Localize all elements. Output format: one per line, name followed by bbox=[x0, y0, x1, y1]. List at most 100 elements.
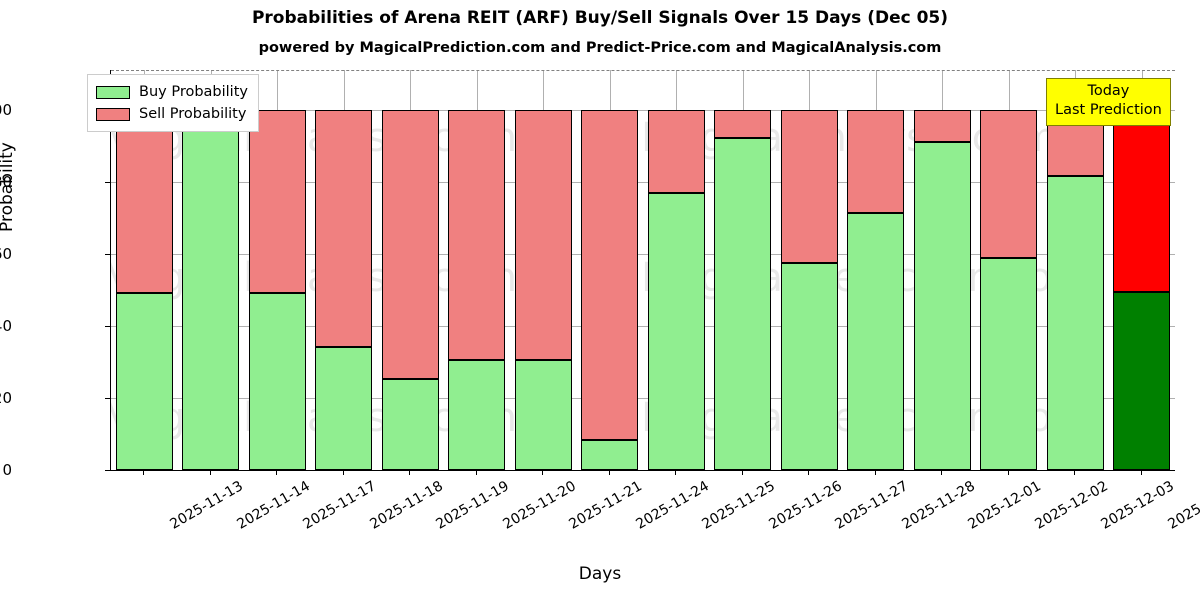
bar-segment-buy bbox=[315, 347, 372, 470]
bar-segment-sell bbox=[382, 109, 439, 380]
bar-segment-buy bbox=[249, 292, 306, 470]
x-tick-mark bbox=[143, 470, 144, 475]
bar-segment-buy bbox=[980, 258, 1037, 470]
x-tick-mark bbox=[542, 470, 543, 475]
bar-segment-buy bbox=[515, 359, 572, 470]
bar[interactable] bbox=[515, 70, 572, 470]
bar[interactable] bbox=[1047, 70, 1104, 470]
plot-area: MagicalAnalysis.comMagicalAnalysis.comMa… bbox=[110, 70, 1175, 471]
x-tick-mark bbox=[1008, 470, 1009, 475]
x-tick-mark bbox=[1074, 470, 1075, 475]
bar-segment-sell bbox=[847, 109, 904, 214]
bar-segment-sell bbox=[1113, 109, 1170, 293]
x-tick-mark bbox=[210, 470, 211, 475]
x-tick-mark bbox=[343, 470, 344, 475]
x-tick-label: 2025-12-02 bbox=[1032, 478, 1111, 533]
bar-today[interactable] bbox=[1113, 70, 1170, 470]
bar-segment-sell bbox=[249, 109, 306, 293]
page-title: Probabilities of Arena REIT (ARF) Buy/Se… bbox=[251, 8, 949, 28]
bar-segment-sell bbox=[914, 109, 971, 143]
bar-segment-sell bbox=[714, 109, 771, 139]
chart-subtitle: powered by MagicalPrediction.com and Pre… bbox=[258, 40, 942, 56]
x-tick-mark bbox=[742, 470, 743, 475]
bar-segment-sell bbox=[980, 109, 1037, 259]
bar-segment-buy bbox=[581, 439, 638, 470]
bar[interactable] bbox=[847, 70, 904, 470]
x-tick-label: 2025-11-21 bbox=[566, 478, 646, 533]
gridline-horizontal bbox=[111, 109, 1175, 111]
x-tick-label: 2025-12-01 bbox=[965, 478, 1045, 533]
bar-segment-buy bbox=[182, 109, 239, 470]
legend-swatch-buy bbox=[96, 85, 130, 99]
x-tick-label: 2025-11-18 bbox=[367, 478, 446, 533]
legend-swatch-sell bbox=[96, 107, 130, 121]
x-tick-mark bbox=[675, 470, 676, 475]
bar-segment-buy bbox=[914, 142, 971, 470]
bar-segment-buy bbox=[116, 292, 173, 470]
y-tick-mark bbox=[105, 325, 110, 327]
x-tick-label: 2025-11-14 bbox=[234, 478, 313, 533]
y-tick-label: 80 bbox=[0, 172, 12, 191]
bar-segment-sell bbox=[448, 109, 505, 360]
reference-line bbox=[111, 70, 1175, 71]
bar[interactable] bbox=[714, 70, 771, 470]
y-tick-label: 0 bbox=[2, 461, 12, 479]
bar-segment-buy bbox=[382, 379, 439, 470]
bar[interactable] bbox=[448, 70, 505, 470]
y-tick-mark bbox=[105, 253, 110, 255]
bar[interactable] bbox=[249, 70, 306, 470]
x-tick-label: 2025-11-27 bbox=[832, 478, 912, 533]
bar[interactable] bbox=[182, 70, 239, 470]
y-tick-label: 100 bbox=[0, 100, 12, 119]
x-tick-mark bbox=[1141, 470, 1142, 475]
y-tick-label: 20 bbox=[0, 388, 12, 407]
x-tick-label: 2025-11-25 bbox=[699, 478, 779, 533]
bar[interactable] bbox=[116, 70, 173, 470]
x-tick-mark bbox=[941, 470, 942, 475]
plot-inner: MagicalAnalysis.comMagicalAnalysis.comMa… bbox=[111, 70, 1175, 470]
y-tick-mark bbox=[105, 470, 110, 471]
today-annotation-line2: Last Prediction bbox=[1055, 102, 1162, 118]
x-axis-label: Days bbox=[578, 564, 622, 584]
bar-segment-sell bbox=[116, 109, 173, 293]
bar[interactable] bbox=[382, 70, 439, 470]
legend-item-sell: Sell Probability bbox=[96, 103, 248, 125]
bar-segment-sell bbox=[781, 109, 838, 264]
bar[interactable] bbox=[648, 70, 705, 470]
gridline-horizontal bbox=[111, 253, 1175, 255]
x-tick-mark bbox=[609, 470, 610, 475]
gridline-horizontal bbox=[111, 325, 1175, 327]
bar[interactable] bbox=[980, 70, 1037, 470]
bar-segment-buy bbox=[847, 213, 904, 470]
bar[interactable] bbox=[581, 70, 638, 470]
bar-segment-buy bbox=[781, 263, 838, 470]
bar-segment-sell bbox=[648, 109, 705, 193]
chart-legend: Buy Probability Sell Probability bbox=[87, 74, 259, 132]
gridline-horizontal bbox=[111, 181, 1175, 183]
bar-segment-buy bbox=[648, 192, 705, 470]
bar[interactable] bbox=[914, 70, 971, 470]
x-tick-label: 2025-11-20 bbox=[500, 478, 579, 533]
x-tick-label: 2025-12-03 bbox=[1098, 478, 1178, 533]
x-tick-label: 2025-11-13 bbox=[167, 478, 247, 533]
x-tick-label: 2025-11-28 bbox=[899, 478, 978, 533]
bar-segment-sell bbox=[515, 109, 572, 360]
today-annotation: Today Last Prediction bbox=[1046, 78, 1171, 126]
legend-label-buy: Buy Probability bbox=[139, 84, 248, 100]
y-tick-label: 60 bbox=[0, 244, 12, 263]
gridline-horizontal bbox=[111, 397, 1175, 399]
y-tick-label: 40 bbox=[0, 316, 12, 335]
today-annotation-line1: Today bbox=[1087, 83, 1130, 99]
x-tick-mark bbox=[875, 470, 876, 475]
y-tick-mark bbox=[105, 397, 110, 399]
bar[interactable] bbox=[315, 70, 372, 470]
x-tick-label: 2025-11-24 bbox=[633, 478, 712, 533]
legend-label-sell: Sell Probability bbox=[139, 106, 247, 122]
x-tick-label: 2025-11-19 bbox=[433, 478, 513, 533]
bar-segment-buy bbox=[448, 359, 505, 470]
bar[interactable] bbox=[781, 70, 838, 470]
y-tick-mark bbox=[105, 181, 110, 183]
x-tick-mark bbox=[476, 470, 477, 475]
legend-item-buy: Buy Probability bbox=[96, 81, 248, 103]
